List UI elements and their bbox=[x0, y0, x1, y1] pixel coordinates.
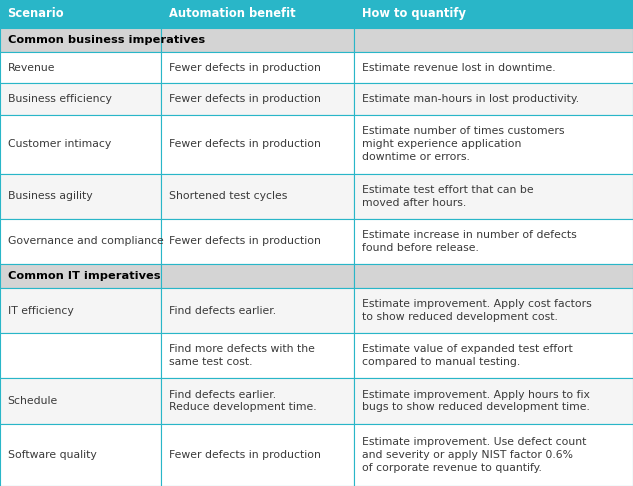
Bar bbox=[354, 423, 633, 486]
Text: How to quantify: How to quantify bbox=[362, 7, 466, 20]
Bar bbox=[161, 28, 354, 52]
Bar bbox=[354, 52, 633, 83]
Bar bbox=[161, 423, 354, 486]
Bar bbox=[161, 83, 354, 115]
Text: Find more defects with the
same test cost.: Find more defects with the same test cos… bbox=[169, 345, 315, 367]
Bar bbox=[0, 264, 161, 288]
Bar bbox=[0, 333, 161, 379]
Text: Fewer defects in production: Fewer defects in production bbox=[169, 63, 321, 73]
Bar bbox=[161, 219, 354, 264]
Bar bbox=[354, 288, 633, 333]
Bar bbox=[161, 333, 354, 379]
Bar bbox=[354, 379, 633, 423]
Bar bbox=[354, 174, 633, 219]
Text: Shortened test cycles: Shortened test cycles bbox=[169, 191, 287, 201]
Text: Estimate increase in number of defects
found before release.: Estimate increase in number of defects f… bbox=[362, 230, 577, 253]
Text: Fewer defects in production: Fewer defects in production bbox=[169, 236, 321, 246]
Text: Estimate man-hours in lost productivity.: Estimate man-hours in lost productivity. bbox=[362, 94, 579, 104]
Text: Estimate revenue lost in downtime.: Estimate revenue lost in downtime. bbox=[362, 63, 556, 73]
Bar bbox=[0, 219, 161, 264]
Bar bbox=[161, 115, 354, 174]
Text: Business efficiency: Business efficiency bbox=[8, 94, 111, 104]
Text: Revenue: Revenue bbox=[8, 63, 55, 73]
Bar bbox=[0, 52, 161, 83]
Bar bbox=[161, 379, 354, 423]
Bar bbox=[0, 423, 161, 486]
Text: Fewer defects in production: Fewer defects in production bbox=[169, 94, 321, 104]
Bar bbox=[161, 52, 354, 83]
Bar bbox=[0, 0, 161, 28]
Bar bbox=[0, 379, 161, 423]
Text: Estimate number of times customers
might experience application
downtime or erro: Estimate number of times customers might… bbox=[362, 126, 565, 162]
Text: Estimate value of expanded test effort
compared to manual testing.: Estimate value of expanded test effort c… bbox=[362, 345, 573, 367]
Text: Fewer defects in production: Fewer defects in production bbox=[169, 139, 321, 149]
Bar bbox=[354, 83, 633, 115]
Text: Common business imperatives: Common business imperatives bbox=[8, 35, 204, 45]
Bar bbox=[0, 83, 161, 115]
Text: Common IT imperatives: Common IT imperatives bbox=[8, 271, 160, 281]
Bar bbox=[354, 333, 633, 379]
Bar bbox=[161, 288, 354, 333]
Bar bbox=[354, 264, 633, 288]
Bar bbox=[161, 174, 354, 219]
Text: Software quality: Software quality bbox=[8, 450, 96, 460]
Text: Customer intimacy: Customer intimacy bbox=[8, 139, 111, 149]
Text: Estimate improvement. Apply cost factors
to show reduced development cost.: Estimate improvement. Apply cost factors… bbox=[362, 299, 592, 322]
Bar bbox=[354, 28, 633, 52]
Text: Estimate improvement. Apply hours to fix
bugs to show reduced development time.: Estimate improvement. Apply hours to fix… bbox=[362, 390, 590, 412]
Bar bbox=[0, 288, 161, 333]
Text: Governance and compliance: Governance and compliance bbox=[8, 236, 163, 246]
Bar bbox=[0, 28, 161, 52]
Bar bbox=[354, 0, 633, 28]
Text: Find defects earlier.
Reduce development time.: Find defects earlier. Reduce development… bbox=[169, 390, 316, 412]
Text: Estimate test effort that can be
moved after hours.: Estimate test effort that can be moved a… bbox=[362, 185, 534, 208]
Bar bbox=[354, 115, 633, 174]
Text: Find defects earlier.: Find defects earlier. bbox=[169, 306, 276, 316]
Text: Business agility: Business agility bbox=[8, 191, 92, 201]
Bar bbox=[0, 174, 161, 219]
Bar bbox=[354, 219, 633, 264]
Bar bbox=[0, 115, 161, 174]
Bar bbox=[161, 264, 354, 288]
Text: Estimate improvement. Use defect count
and severity or apply NIST factor 0.6%
of: Estimate improvement. Use defect count a… bbox=[362, 437, 586, 472]
Text: Automation benefit: Automation benefit bbox=[169, 7, 296, 20]
Text: Scenario: Scenario bbox=[8, 7, 64, 20]
Text: Schedule: Schedule bbox=[8, 396, 58, 406]
Text: Fewer defects in production: Fewer defects in production bbox=[169, 450, 321, 460]
Bar bbox=[161, 0, 354, 28]
Text: IT efficiency: IT efficiency bbox=[8, 306, 73, 316]
